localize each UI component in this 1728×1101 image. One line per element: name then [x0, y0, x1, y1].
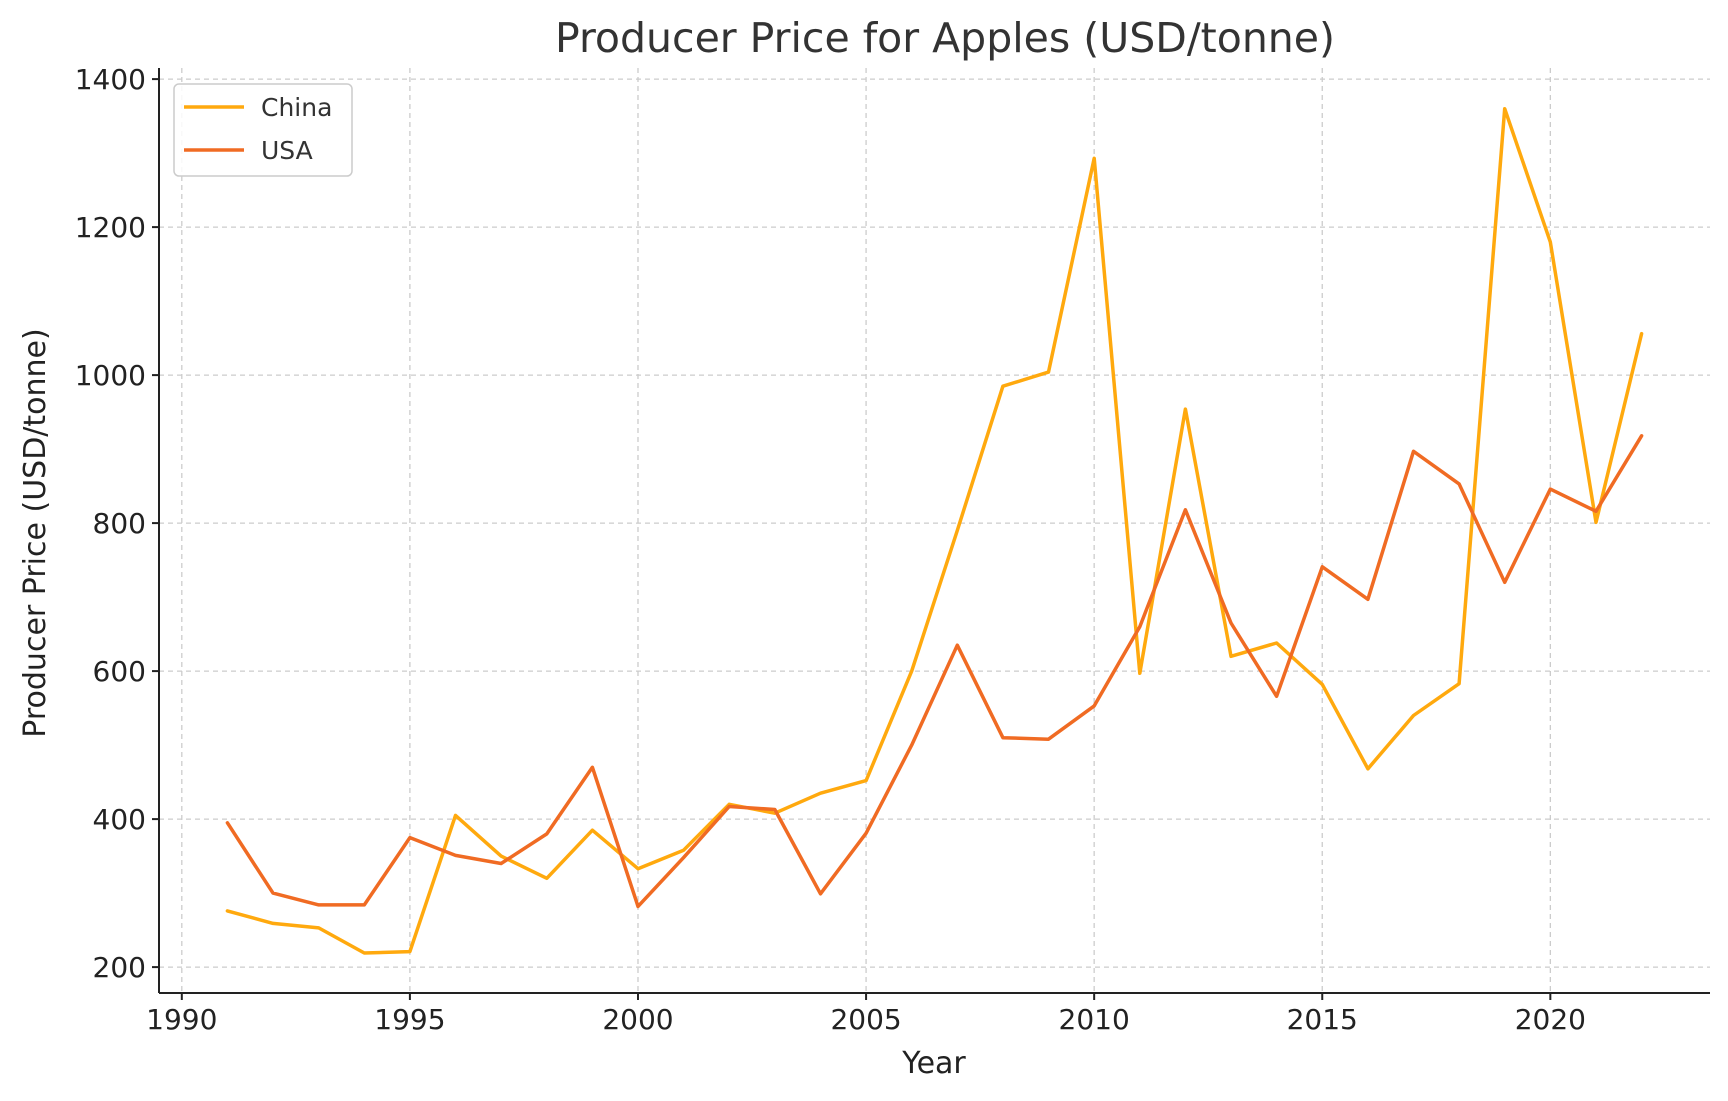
- series-layer: [225, 106, 1644, 955]
- x-tick-label: 2000: [602, 1003, 673, 1036]
- x-tick-label: 2015: [1287, 1003, 1358, 1036]
- axes: [158, 68, 1710, 994]
- y-tick-label: 1400: [75, 63, 146, 96]
- y-tick-label: 200: [93, 951, 146, 984]
- y-axis-label: Producer Price (USD/tonne): [18, 328, 53, 737]
- x-tick-label: 2010: [1059, 1003, 1130, 1036]
- legend: China USA: [173, 83, 353, 177]
- series-line-china: [225, 106, 1644, 955]
- x-tick-label: 2005: [830, 1003, 901, 1036]
- x-tick-label: 1990: [146, 1003, 217, 1036]
- x-axis-label: Year: [901, 1046, 966, 1081]
- y-tick-label: 600: [93, 655, 146, 688]
- y-tick-label: 1000: [75, 359, 146, 392]
- legend-label-usa: USA: [261, 136, 313, 165]
- y-tick-label: 1200: [75, 211, 146, 244]
- legend-label-china: China: [261, 93, 332, 122]
- grid: [159, 68, 1710, 993]
- y-tick-label: 400: [93, 803, 146, 836]
- series-line-usa: [225, 434, 1644, 909]
- x-tick-label: 1995: [374, 1003, 445, 1036]
- y-tick-label: 800: [93, 507, 146, 540]
- chart-title: Producer Price for Apples (USD/tonne): [555, 14, 1335, 62]
- ticks: 1990 1995 2000 2005 2010 2015 2020 200 400 600 800…: [75, 63, 1586, 1036]
- x-tick-label: 2020: [1515, 1003, 1586, 1036]
